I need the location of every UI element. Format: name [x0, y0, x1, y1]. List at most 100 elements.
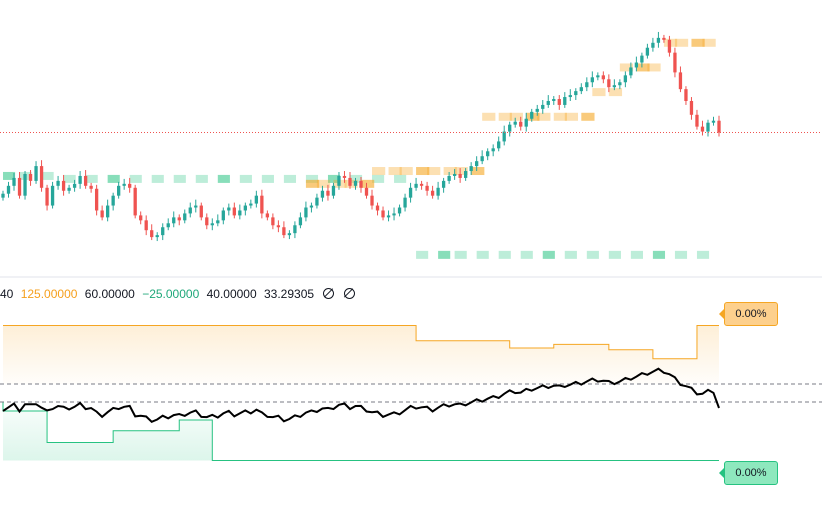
candle-body [1, 193, 5, 198]
candle-body [139, 215, 143, 221]
support-zone [283, 174, 297, 183]
candle-body [656, 37, 661, 43]
candle-body [67, 187, 71, 191]
resistance-zone [564, 112, 579, 121]
candle-body [293, 225, 297, 234]
support-zone [327, 174, 341, 183]
candle-body [39, 166, 44, 188]
candle-body [579, 87, 583, 92]
candle-body [590, 77, 594, 83]
candle-body [271, 217, 275, 226]
support-zone [239, 174, 252, 183]
support-zone [349, 174, 363, 183]
candle-body [111, 195, 115, 206]
candle-body [83, 175, 88, 186]
candle-body [232, 207, 236, 216]
resistance-zone [316, 179, 331, 188]
candle-body [491, 148, 495, 152]
support-zone [520, 250, 533, 259]
candle-body [502, 131, 506, 142]
candle-body [557, 99, 561, 105]
upper-percent-badge: 0.00% [719, 302, 778, 326]
lower-percent-badge: 0.00% [719, 461, 778, 485]
candle-body [375, 205, 380, 211]
support-zone [107, 174, 120, 183]
hide-icon[interactable] [323, 288, 335, 299]
support-zone [416, 250, 429, 259]
support-zone [3, 171, 16, 180]
candle-body [392, 213, 396, 216]
candle-body [678, 72, 683, 90]
lower-band-fill [3, 402, 719, 461]
candle-body [364, 187, 369, 196]
support-zone [696, 250, 710, 259]
resistance-zone [702, 38, 716, 47]
support-zone [85, 174, 98, 183]
resistance-zone [454, 167, 468, 176]
support-zone [217, 174, 230, 183]
candle-body [645, 47, 650, 56]
support-zone [41, 171, 54, 180]
candle-body [117, 185, 121, 196]
candle-body [695, 114, 699, 127]
candle-body [359, 180, 363, 188]
candle-body [535, 108, 539, 112]
resistance-zone [592, 88, 606, 97]
candle-body [447, 175, 451, 181]
candle-body [331, 185, 336, 196]
candle-body [700, 126, 705, 132]
resistance-zone [636, 63, 650, 72]
resistance-zone [553, 112, 567, 121]
candle-body [585, 82, 589, 88]
support-zone [438, 250, 451, 259]
candle-body [221, 210, 225, 221]
resistance-zone [482, 112, 496, 121]
candle-body [458, 173, 462, 178]
candle-body [260, 195, 264, 214]
candle-body [348, 177, 352, 186]
candle-body [612, 85, 617, 88]
lower-band-line [2, 402, 719, 461]
candle-body [122, 183, 126, 186]
candle-body [298, 217, 303, 226]
candle-body [128, 183, 132, 188]
resistance-zone [361, 179, 375, 188]
candle-body [6, 185, 11, 194]
candle-body [706, 122, 710, 132]
candle-body [452, 173, 457, 176]
candle-body [265, 213, 270, 218]
support-zone [674, 250, 688, 259]
candle-body [430, 190, 435, 196]
candle-body [519, 121, 523, 127]
candle-body [524, 118, 528, 127]
candle-body [326, 190, 330, 196]
resistance-zone [581, 112, 595, 121]
support-zone [129, 174, 142, 183]
candle-body [72, 183, 77, 188]
disable-icon[interactable] [343, 288, 355, 299]
candle-body [166, 223, 170, 228]
candle-body [188, 207, 192, 214]
candle-body [309, 205, 314, 208]
resistance-zone [471, 167, 485, 176]
support-zone [173, 174, 186, 183]
legend-current-value: 33.29305 [264, 287, 315, 301]
upper-band-fill [3, 325, 719, 384]
legend-value-0: 40 [0, 287, 14, 301]
candle-body [717, 120, 721, 133]
legend-upper-band: 60.00000 [84, 287, 135, 301]
candle-body [397, 207, 402, 214]
support-zone [630, 250, 643, 259]
candle-body [353, 180, 358, 186]
support-zone [476, 250, 489, 259]
candle-body [634, 62, 639, 68]
candle-body [640, 55, 644, 63]
candle-body [100, 210, 104, 218]
candle-body [61, 180, 66, 191]
candle-body [568, 95, 572, 98]
candle-body [574, 91, 578, 96]
candle-body [238, 210, 242, 216]
support-zone [305, 174, 319, 183]
support-zone [454, 250, 467, 259]
